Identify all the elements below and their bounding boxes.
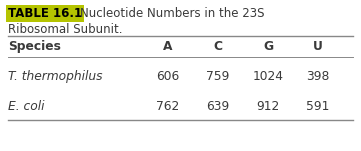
Text: Species: Species: [8, 40, 61, 53]
Text: 762: 762: [156, 100, 180, 113]
Text: U: U: [313, 40, 323, 53]
Text: C: C: [213, 40, 222, 53]
Text: E. coli: E. coli: [8, 100, 44, 113]
Text: 591: 591: [306, 100, 330, 113]
Text: TABLE 16.1: TABLE 16.1: [8, 7, 82, 20]
Text: Ribosomal Subunit.: Ribosomal Subunit.: [8, 23, 122, 36]
Text: A: A: [163, 40, 173, 53]
Text: 1024: 1024: [252, 70, 283, 83]
Text: G: G: [263, 40, 273, 53]
Text: 398: 398: [306, 70, 330, 83]
Text: Nucleotide Numbers in the 23S: Nucleotide Numbers in the 23S: [80, 7, 265, 20]
Text: T. thermophilus: T. thermophilus: [8, 70, 103, 83]
Text: 639: 639: [206, 100, 230, 113]
Text: 759: 759: [206, 70, 230, 83]
Text: 912: 912: [256, 100, 280, 113]
Text: 606: 606: [156, 70, 180, 83]
